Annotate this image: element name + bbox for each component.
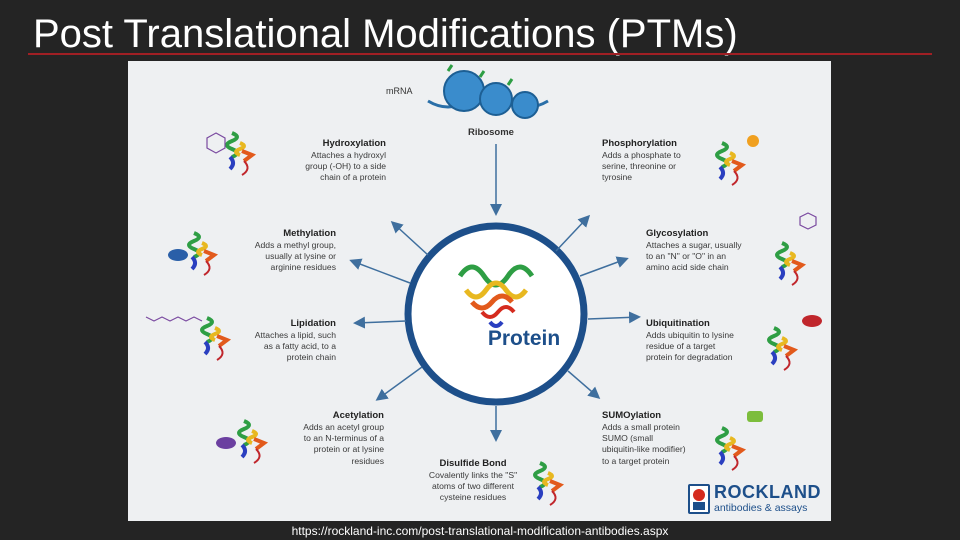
phosphorylation: Phosphorylation Adds a phosphate to seri… [602,137,712,184]
acetylation-icon [237,419,266,465]
sumoylation: SUMOylation Adds a small protein SUMO (s… [602,409,720,467]
methylation: Methylation Adds a methyl group, usually… [228,227,336,274]
ubiquitination-icon [767,326,796,372]
sumoylation-title: SUMOylation [602,410,662,421]
methylation-title: Methylation [283,228,336,239]
diagram-graphics [145,64,822,507]
lipidation-icon [200,316,229,362]
arrows [349,144,641,442]
sumoylation-icon [715,426,744,472]
lipidation-desc: Attaches a lipid, such as a fatty acid, … [254,330,336,363]
hydroxylation-desc: Attaches a hydroxyl group (-OH) to a sid… [305,150,386,183]
ribosome-label: Ribosome [468,127,514,138]
hydroxylation-title: Hydroxylation [322,138,386,149]
glycosylation-desc: Attaches a sugar, usually to an "N" or "… [646,240,742,273]
phosphorylation-title: Phosphorylation [602,138,677,149]
ribosome-graphic [427,64,549,119]
glycosylation-icon [775,241,804,287]
acetylation-title: Acetylation [332,410,384,421]
title-rule [28,53,932,55]
protein-label: Protein [487,327,561,350]
hydroxylation: Hydroxylation Attaches a hydroxyl group … [276,137,386,184]
disulfide-desc: Covalently links the "S" atoms of two di… [428,470,518,503]
sumoylation-desc: Adds a small protein SUMO (small ubiquit… [602,422,686,466]
disulfide: Disulfide Bond Covalently links the "S" … [418,457,528,504]
mrna-label: mRNA [386,86,413,96]
acetylation: Acetylation Adds an acetyl group to an N… [274,409,384,467]
slide-title: Post Translational Modifications (PTMs) [33,12,738,56]
phosphorylation-desc: Adds a phosphate to serine, threonine or… [602,150,681,183]
rockland-logo-mark [688,484,710,514]
disulfide-icon [533,461,562,507]
methylation-desc: Adds a methyl group, usually at lysine o… [254,240,336,273]
acetylation-desc: Adds an acetyl group to an N-terminus of… [303,422,384,466]
ptm-diagram: mRNA Ribosome Protein Hydroxylation Atta… [128,61,831,521]
rockland-logo: ROCKLAND antibodies & assays [684,481,829,517]
lipidation-title: Lipidation [290,318,336,329]
source-url: https://rockland-inc.com/post-translatio… [291,524,669,538]
ubiquitination: Ubiquitination Adds ubiquitin to lysine … [646,317,770,364]
glycosylation-title: Glycosylation [646,228,709,239]
ubiquitination-title: Ubiquitination [646,318,710,329]
ubiquitination-desc: Adds ubiquitin to lysine residue of a ta… [646,330,734,363]
logo-name: ROCKLAND [714,482,821,502]
protein-structure-graphic [457,264,535,328]
disulfide-title: Disulfide Bond [439,458,507,469]
lipidation: Lipidation Attaches a lipid, such as a f… [228,317,336,364]
logo-tagline: antibodies & assays [714,502,808,514]
glycosylation: Glycosylation Attaches a sugar, usually … [646,227,768,274]
hydroxylation-icon [225,131,254,177]
phosphorylation-icon [715,141,744,187]
methylation-icon [187,231,216,277]
